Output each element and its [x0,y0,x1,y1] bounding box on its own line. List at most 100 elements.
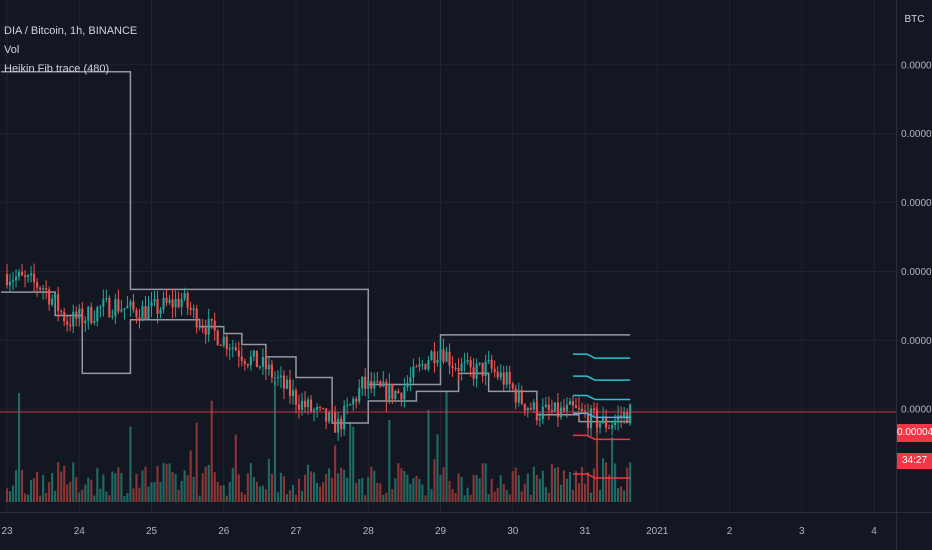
candle-body [451,365,454,368]
candle-body [87,306,90,321]
time-tick-label: 24 [74,526,86,537]
candle-body [285,379,289,389]
volume-bar [454,492,457,502]
candle-body [334,412,337,433]
volume-bar [529,494,532,502]
bar-countdown-tag: 34:27 [897,453,932,469]
candle-body [623,411,626,417]
heikin-fib-indicator-label[interactable]: Heikin Fib trace (480) [4,63,110,75]
volume-bar [313,472,316,502]
volume-bar [460,476,463,502]
candle-body [150,301,153,307]
candle-body [370,380,373,389]
candle-body [129,301,132,307]
candle-body [309,399,313,412]
volume-bar [276,492,279,502]
candle-body [571,401,575,406]
candle-body [427,360,430,370]
volume-bar [114,473,117,502]
volume-bar [463,495,466,502]
volume-bar [279,472,283,502]
volume-bar [294,494,298,502]
volume-bar [319,486,322,502]
candle-body [162,297,165,310]
volume-bar [602,458,605,502]
candle-body [391,383,394,399]
candle-body [141,306,144,321]
candle-body [132,301,135,310]
candle-body [511,383,514,389]
candle-body [550,410,553,412]
symbol-title[interactable]: DIA / Bitcoin, 1h, BINANCE [4,25,138,37]
volume-bar [620,486,623,502]
candle-body [249,356,252,366]
candle-body [313,410,316,412]
candle-body [373,381,376,389]
candle-body [319,406,322,408]
candle-body [108,298,111,317]
candle-body [126,306,129,309]
volume-bar [502,483,505,502]
fib-trace-lower-line [0,291,631,424]
volume-bar [626,467,629,502]
candle-body [123,308,126,310]
volume-bar [586,472,590,502]
candle-body [228,348,231,350]
volume-bar [388,419,391,502]
candle-body [237,350,240,357]
candle-body [291,390,295,397]
candle-body [11,280,15,282]
candle-body [532,402,535,410]
volume-bar [439,475,442,502]
candle-body [355,398,358,402]
volume-bar [448,480,451,502]
chart-legend: DIA / Bitcoin, 1h, BINANCE Vol Heikin Fi… [4,22,137,79]
candle-body [8,281,12,286]
candle-body [316,406,319,411]
volume-bar [595,403,599,502]
candle-body [261,356,264,367]
volume-bar [120,473,123,502]
candle-body [620,415,623,417]
volume-bar [282,476,286,502]
candle-body [556,402,559,418]
candle-body [135,309,138,318]
candle-body [487,359,490,362]
volume-bar [424,495,427,502]
volume-bar [147,486,150,502]
candle-body [463,361,466,364]
volume-bar [150,482,153,502]
volume-bar [300,490,304,502]
volume-bar [72,462,75,502]
candle-body [535,402,538,421]
volume-bar [84,484,87,502]
candle-body [529,407,532,410]
volume-indicator-label[interactable]: Vol [4,44,20,56]
candle-body [481,362,484,377]
candle-body [69,324,72,327]
volume-bar [156,466,159,502]
candle-body [508,372,511,384]
candle-body [493,368,496,372]
candle-body [90,306,93,323]
volume-bar [445,391,448,502]
candle-body [346,405,349,407]
candle-body [297,404,301,410]
volume-bar [451,488,454,502]
candle-body [577,407,581,409]
candle-body [352,398,355,405]
candle-body [562,407,565,412]
volume-bar [605,462,608,502]
candle-body [472,367,475,379]
volume-bar [568,472,572,502]
volume-bar [433,459,436,502]
volume-bar [201,473,204,502]
volume-bar [108,495,111,502]
volume-bar [442,467,445,502]
candle-body [20,271,24,276]
candle-body [252,350,255,357]
candle-body [27,275,30,278]
volume-bar [270,473,273,502]
volume-bar [322,482,325,502]
